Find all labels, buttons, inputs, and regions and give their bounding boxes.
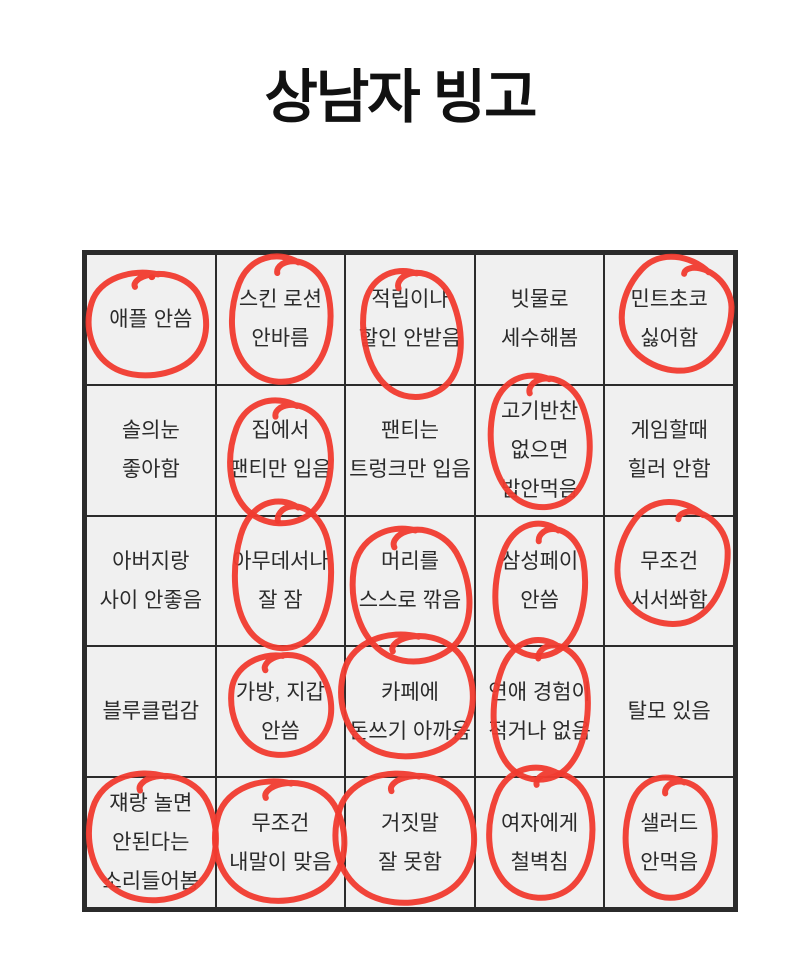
bingo-cell-label: 집에서 팬티만 입음	[229, 419, 332, 482]
bingo-cell-label: 카페에 돈쓰기 아까움	[349, 680, 471, 743]
bingo-cell-r3-c3: 머리를 스스로 깎음	[346, 516, 474, 646]
bingo-cell-label: 삼성페이 안씀	[500, 549, 579, 612]
bingo-cell-r2-c1: 솔의눈 좋아함	[87, 385, 215, 515]
bingo-cell-r3-c4: 삼성페이 안씀	[475, 516, 604, 646]
bingo-cell-label: 샐러드 안먹음	[640, 811, 699, 874]
bingo-cell-label: 무조건 내말이 맞음	[229, 811, 332, 874]
bingo-cell-r1-c1: 애플 안씀	[87, 255, 215, 384]
bingo-cell-r1-c4: 빗물로 세수해봄	[475, 255, 604, 384]
bingo-cell-label: 쟤랑 놀면 안된다는 소리들어봄	[102, 792, 200, 894]
bingo-cell-label: 아버지랑 사이 안좋음	[99, 549, 203, 612]
bingo-cell-label: 연애 경험이 적거나 없음	[488, 680, 591, 743]
bingo-cell-r2-c2: 집에서 팬티만 입음	[216, 385, 345, 515]
bingo-cell-r2-c3: 팬티는 트렁크만 입음	[346, 385, 474, 515]
bingo-cell-label: 여자에게 철벽침	[500, 811, 579, 874]
bingo-cell-label: 민트초코 싫어함	[630, 288, 708, 351]
bingo-cell-label: 팬티는 트렁크만 입음	[349, 419, 471, 482]
bingo-cell-r5-c5: 샐러드 안먹음	[605, 778, 733, 907]
bingo-cell-r5-c2: 무조건 내말이 맞음	[217, 778, 345, 907]
bingo-cell-label: 애플 안씀	[109, 307, 193, 331]
bingo-cell-r3-c5: 무조건 서서쏴함	[605, 517, 733, 646]
bingo-cell-label: 아무데서나 잘 잠	[232, 549, 329, 612]
bingo-board: 애플 안씀 스킨 로션 안바름 적립이나 할인 안받음 빗물로 세수해봄 민트초코 싫어…	[82, 250, 738, 912]
bingo-cell-r4-c5: 탈모 있음	[605, 647, 733, 777]
bingo-cell-label: 탈모 있음	[627, 700, 711, 724]
bingo-cell-label: 고기반찬 없으면 밥안먹음	[500, 399, 579, 501]
bingo-cell-r5-c4: 여자에게 철벽침	[475, 778, 604, 907]
bingo-cell-r1-c3: 적립이나 할인 안받음	[346, 255, 474, 384]
bingo-cell-r1-c5: 민트초코 싫어함	[605, 255, 733, 384]
bingo-cell-label: 블루클럽감	[102, 700, 200, 724]
bingo-cell-label: 게임할때 힐러 안함	[627, 419, 711, 482]
bingo-cell-label: 스킨 로션 안바름	[238, 288, 322, 351]
bingo-cell-r1-c2: 스킨 로션 안바름	[216, 255, 345, 384]
bingo-cell-r4-c1: 블루클럽감	[87, 647, 215, 777]
bingo-cell-r4-c3: 카페에 돈쓰기 아까움	[346, 647, 474, 777]
bingo-cell-label: 솔의눈 좋아함	[121, 419, 180, 482]
pen-dot	[149, 274, 156, 281]
bingo-cell-label: 거짓말 잘 못함	[378, 811, 442, 874]
bingo-cell-label: 빗물로 세수해봄	[500, 288, 579, 351]
bingo-cell-label: 적립이나 할인 안받음	[358, 288, 462, 351]
bingo-cell-label: 머리를 스스로 깎음	[358, 549, 462, 612]
bingo-cell-label: 무조건 서서쏴함	[630, 549, 708, 612]
bingo-cell-r3-c1: 아버지랑 사이 안좋음	[87, 516, 215, 646]
bingo-cell-r4-c4: 연애 경험이 적거나 없음	[475, 647, 604, 776]
page: { "title": "상남자 빙고", "colors": { "page_b…	[0, 50, 800, 976]
bingo-cell-r2-c5: 게임할때 힐러 안함	[605, 385, 733, 515]
bingo-cell-r3-c2: 아무데서나 잘 잠	[216, 517, 345, 646]
bingo-cell-r5-c1: 쟤랑 놀면 안된다는 소리들어봄	[87, 778, 215, 907]
bingo-cell-r2-c4: 고기반찬 없으면 밥안먹음	[475, 386, 604, 515]
page-title: 상남자 빙고	[264, 65, 538, 130]
bingo-cell-r5-c3: 거짓말 잘 못함	[346, 778, 474, 907]
bingo-cell-label: 가방, 지갑 안씀	[235, 680, 325, 743]
bingo-cell-r4-c2: 가방, 지갑 안씀	[216, 647, 345, 777]
